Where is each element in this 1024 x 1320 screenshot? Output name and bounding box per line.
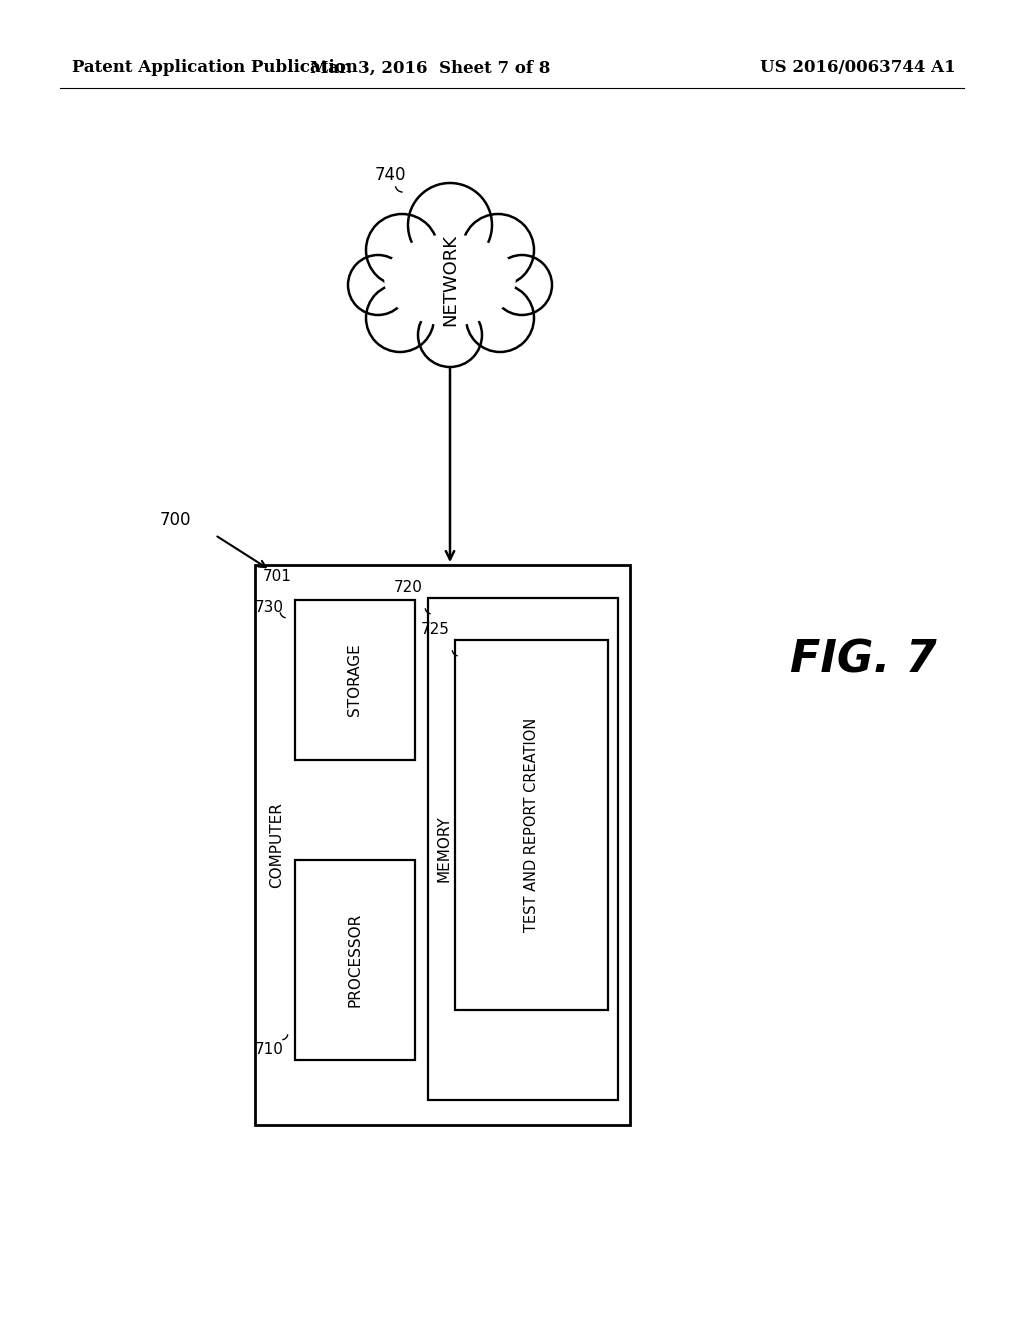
Text: 725: 725 bbox=[421, 622, 450, 638]
Circle shape bbox=[418, 304, 482, 367]
Bar bbox=[455, 640, 608, 1010]
Text: NETWORK: NETWORK bbox=[441, 234, 459, 326]
Circle shape bbox=[348, 255, 408, 315]
Text: 730: 730 bbox=[255, 601, 284, 615]
Text: FIG. 7: FIG. 7 bbox=[790, 639, 937, 681]
Bar bbox=[428, 598, 618, 1100]
Circle shape bbox=[492, 255, 552, 315]
Text: 701: 701 bbox=[263, 569, 292, 583]
Text: US 2016/0063744 A1: US 2016/0063744 A1 bbox=[760, 59, 955, 77]
Circle shape bbox=[366, 214, 438, 286]
Text: 740: 740 bbox=[374, 166, 406, 183]
Text: 710: 710 bbox=[255, 1043, 284, 1057]
Text: TEST AND REPORT CREATION: TEST AND REPORT CREATION bbox=[524, 718, 539, 932]
Text: 700: 700 bbox=[160, 511, 190, 529]
Text: MEMORY: MEMORY bbox=[436, 816, 452, 882]
Bar bbox=[255, 565, 630, 1125]
Circle shape bbox=[408, 183, 492, 267]
Text: COMPUTER: COMPUTER bbox=[269, 803, 285, 888]
Circle shape bbox=[466, 284, 534, 352]
Text: Mar. 3, 2016  Sheet 7 of 8: Mar. 3, 2016 Sheet 7 of 8 bbox=[310, 59, 550, 77]
Text: Patent Application Publication: Patent Application Publication bbox=[72, 59, 357, 77]
Text: PROCESSOR: PROCESSOR bbox=[347, 913, 362, 1007]
Ellipse shape bbox=[385, 235, 515, 325]
Text: 720: 720 bbox=[394, 579, 423, 595]
Text: STORAGE: STORAGE bbox=[347, 644, 362, 717]
Circle shape bbox=[366, 284, 434, 352]
Circle shape bbox=[462, 214, 534, 286]
Bar bbox=[295, 861, 415, 1060]
Bar bbox=[295, 601, 415, 760]
